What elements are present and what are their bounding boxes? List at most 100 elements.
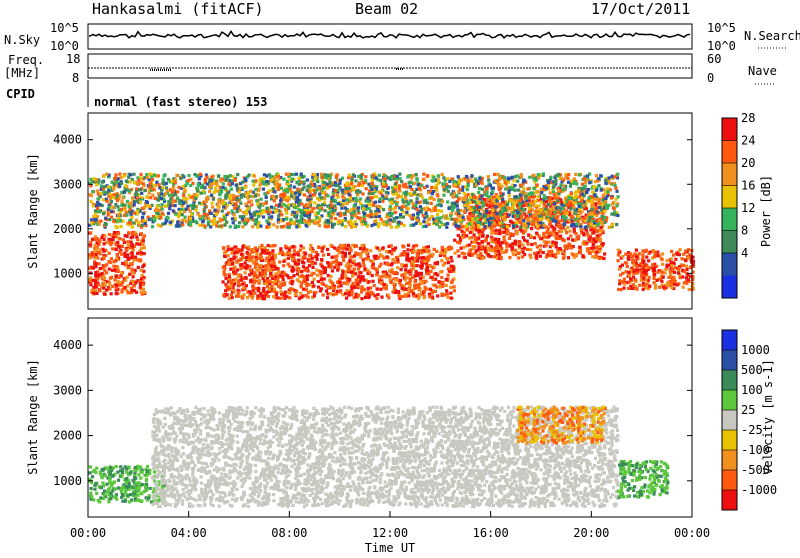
heatmap-cell [603, 252, 606, 255]
heatmap-cell [274, 280, 277, 283]
heatmap-cell [516, 180, 519, 183]
heatmap-cell [108, 252, 111, 255]
heatmap-cell [353, 259, 356, 262]
heatmap-cell [645, 256, 648, 259]
heatmap-cell [524, 224, 527, 227]
heatmap-cell [140, 192, 143, 195]
heatmap-cell [120, 208, 123, 211]
heatmap-cell [539, 255, 542, 258]
heatmap-cell [277, 270, 280, 273]
heatmap-cell [672, 254, 675, 257]
heatmap-cell [377, 222, 380, 225]
heatmap-cell [640, 274, 643, 277]
heatmap-cell [521, 243, 524, 246]
heatmap-cell [376, 287, 379, 290]
heatmap-cell [567, 242, 570, 245]
heatmap-cell [491, 196, 494, 199]
heatmap-cell [168, 201, 171, 204]
heatmap-cell [481, 228, 484, 231]
heatmap-cell [350, 271, 353, 274]
heatmap-cell [274, 254, 277, 257]
heatmap-cell [436, 194, 439, 197]
heatmap-cell [109, 261, 112, 264]
heatmap-cell [133, 203, 136, 206]
heatmap-cell [142, 264, 145, 267]
heatmap-cell [132, 221, 135, 224]
heatmap-cell [257, 289, 260, 292]
heatmap-cell [426, 266, 429, 269]
heatmap-cell [486, 218, 489, 221]
heatmap-cell [363, 212, 366, 215]
heatmap-cell [268, 280, 271, 283]
heatmap-cell [322, 254, 325, 257]
heatmap-cell [463, 209, 466, 212]
heatmap-cell [560, 230, 563, 233]
heatmap-cell [415, 173, 418, 176]
heatmap-cell [641, 253, 644, 256]
heatmap-cell [388, 278, 391, 281]
heatmap-cell [545, 241, 548, 244]
heatmap-cell [529, 248, 532, 251]
heatmap-cell [423, 290, 426, 293]
heatmap-cell [400, 264, 403, 267]
heatmap-cell [109, 277, 112, 280]
heatmap-cell [225, 285, 228, 288]
heatmap-cell [299, 292, 302, 295]
heatmap-cell [451, 279, 454, 282]
heatmap-cell [136, 238, 139, 241]
heatmap-cell [360, 297, 363, 300]
heatmap-cell [255, 262, 258, 265]
heatmap-cell [415, 201, 418, 204]
heatmap-cell [494, 229, 497, 232]
heatmap-cell [409, 284, 412, 287]
heatmap-cell [553, 227, 556, 230]
heatmap-cell [315, 269, 318, 272]
heatmap-cell [227, 248, 230, 251]
heatmap-cell [437, 199, 440, 202]
heatmap-cell [248, 290, 251, 293]
heatmap-cell [253, 292, 256, 295]
heatmap-cell [270, 264, 273, 267]
heatmap-cell [506, 229, 509, 232]
heatmap-cell [687, 256, 690, 259]
heatmap-cell [309, 244, 312, 247]
heatmap-cell [167, 212, 170, 215]
heatmap-cell [554, 253, 557, 256]
heatmap-cell [662, 275, 665, 278]
heatmap-cell [282, 260, 285, 263]
heatmap-cell [516, 174, 519, 177]
heatmap-cell [642, 288, 645, 291]
heatmap-cell [520, 215, 523, 218]
heatmap-cell [232, 267, 235, 270]
heatmap-cell [417, 297, 420, 300]
heatmap-cell [519, 225, 522, 228]
heatmap-cell [677, 272, 680, 275]
heatmap-cell [281, 251, 284, 254]
heatmap-cell [666, 281, 669, 284]
heatmap-cell [493, 255, 496, 258]
heatmap-cell [365, 248, 368, 251]
heatmap-cell [422, 220, 425, 223]
heatmap-cell [238, 221, 241, 224]
heatmap-cell [522, 251, 525, 254]
heatmap-cell [249, 213, 252, 216]
heatmap-cell [176, 221, 179, 224]
heatmap-cell [440, 210, 443, 213]
heatmap-cell [324, 284, 327, 287]
heatmap-cell [557, 189, 560, 192]
heatmap-cell [210, 194, 213, 197]
heatmap-cell [354, 214, 357, 217]
heatmap-cell [505, 245, 508, 248]
heatmap-cell [608, 176, 611, 179]
heatmap-cell [329, 244, 332, 247]
heatmap-cell [101, 181, 104, 184]
heatmap-cell [202, 186, 205, 189]
heatmap-cell [404, 196, 407, 199]
heatmap-cell [268, 288, 271, 291]
heatmap-cell [441, 200, 444, 203]
heatmap-cell [533, 218, 536, 221]
heatmap-cell [357, 267, 360, 270]
heatmap-cell [480, 240, 483, 243]
heatmap-cell [104, 222, 107, 225]
heatmap-cell [642, 250, 645, 253]
